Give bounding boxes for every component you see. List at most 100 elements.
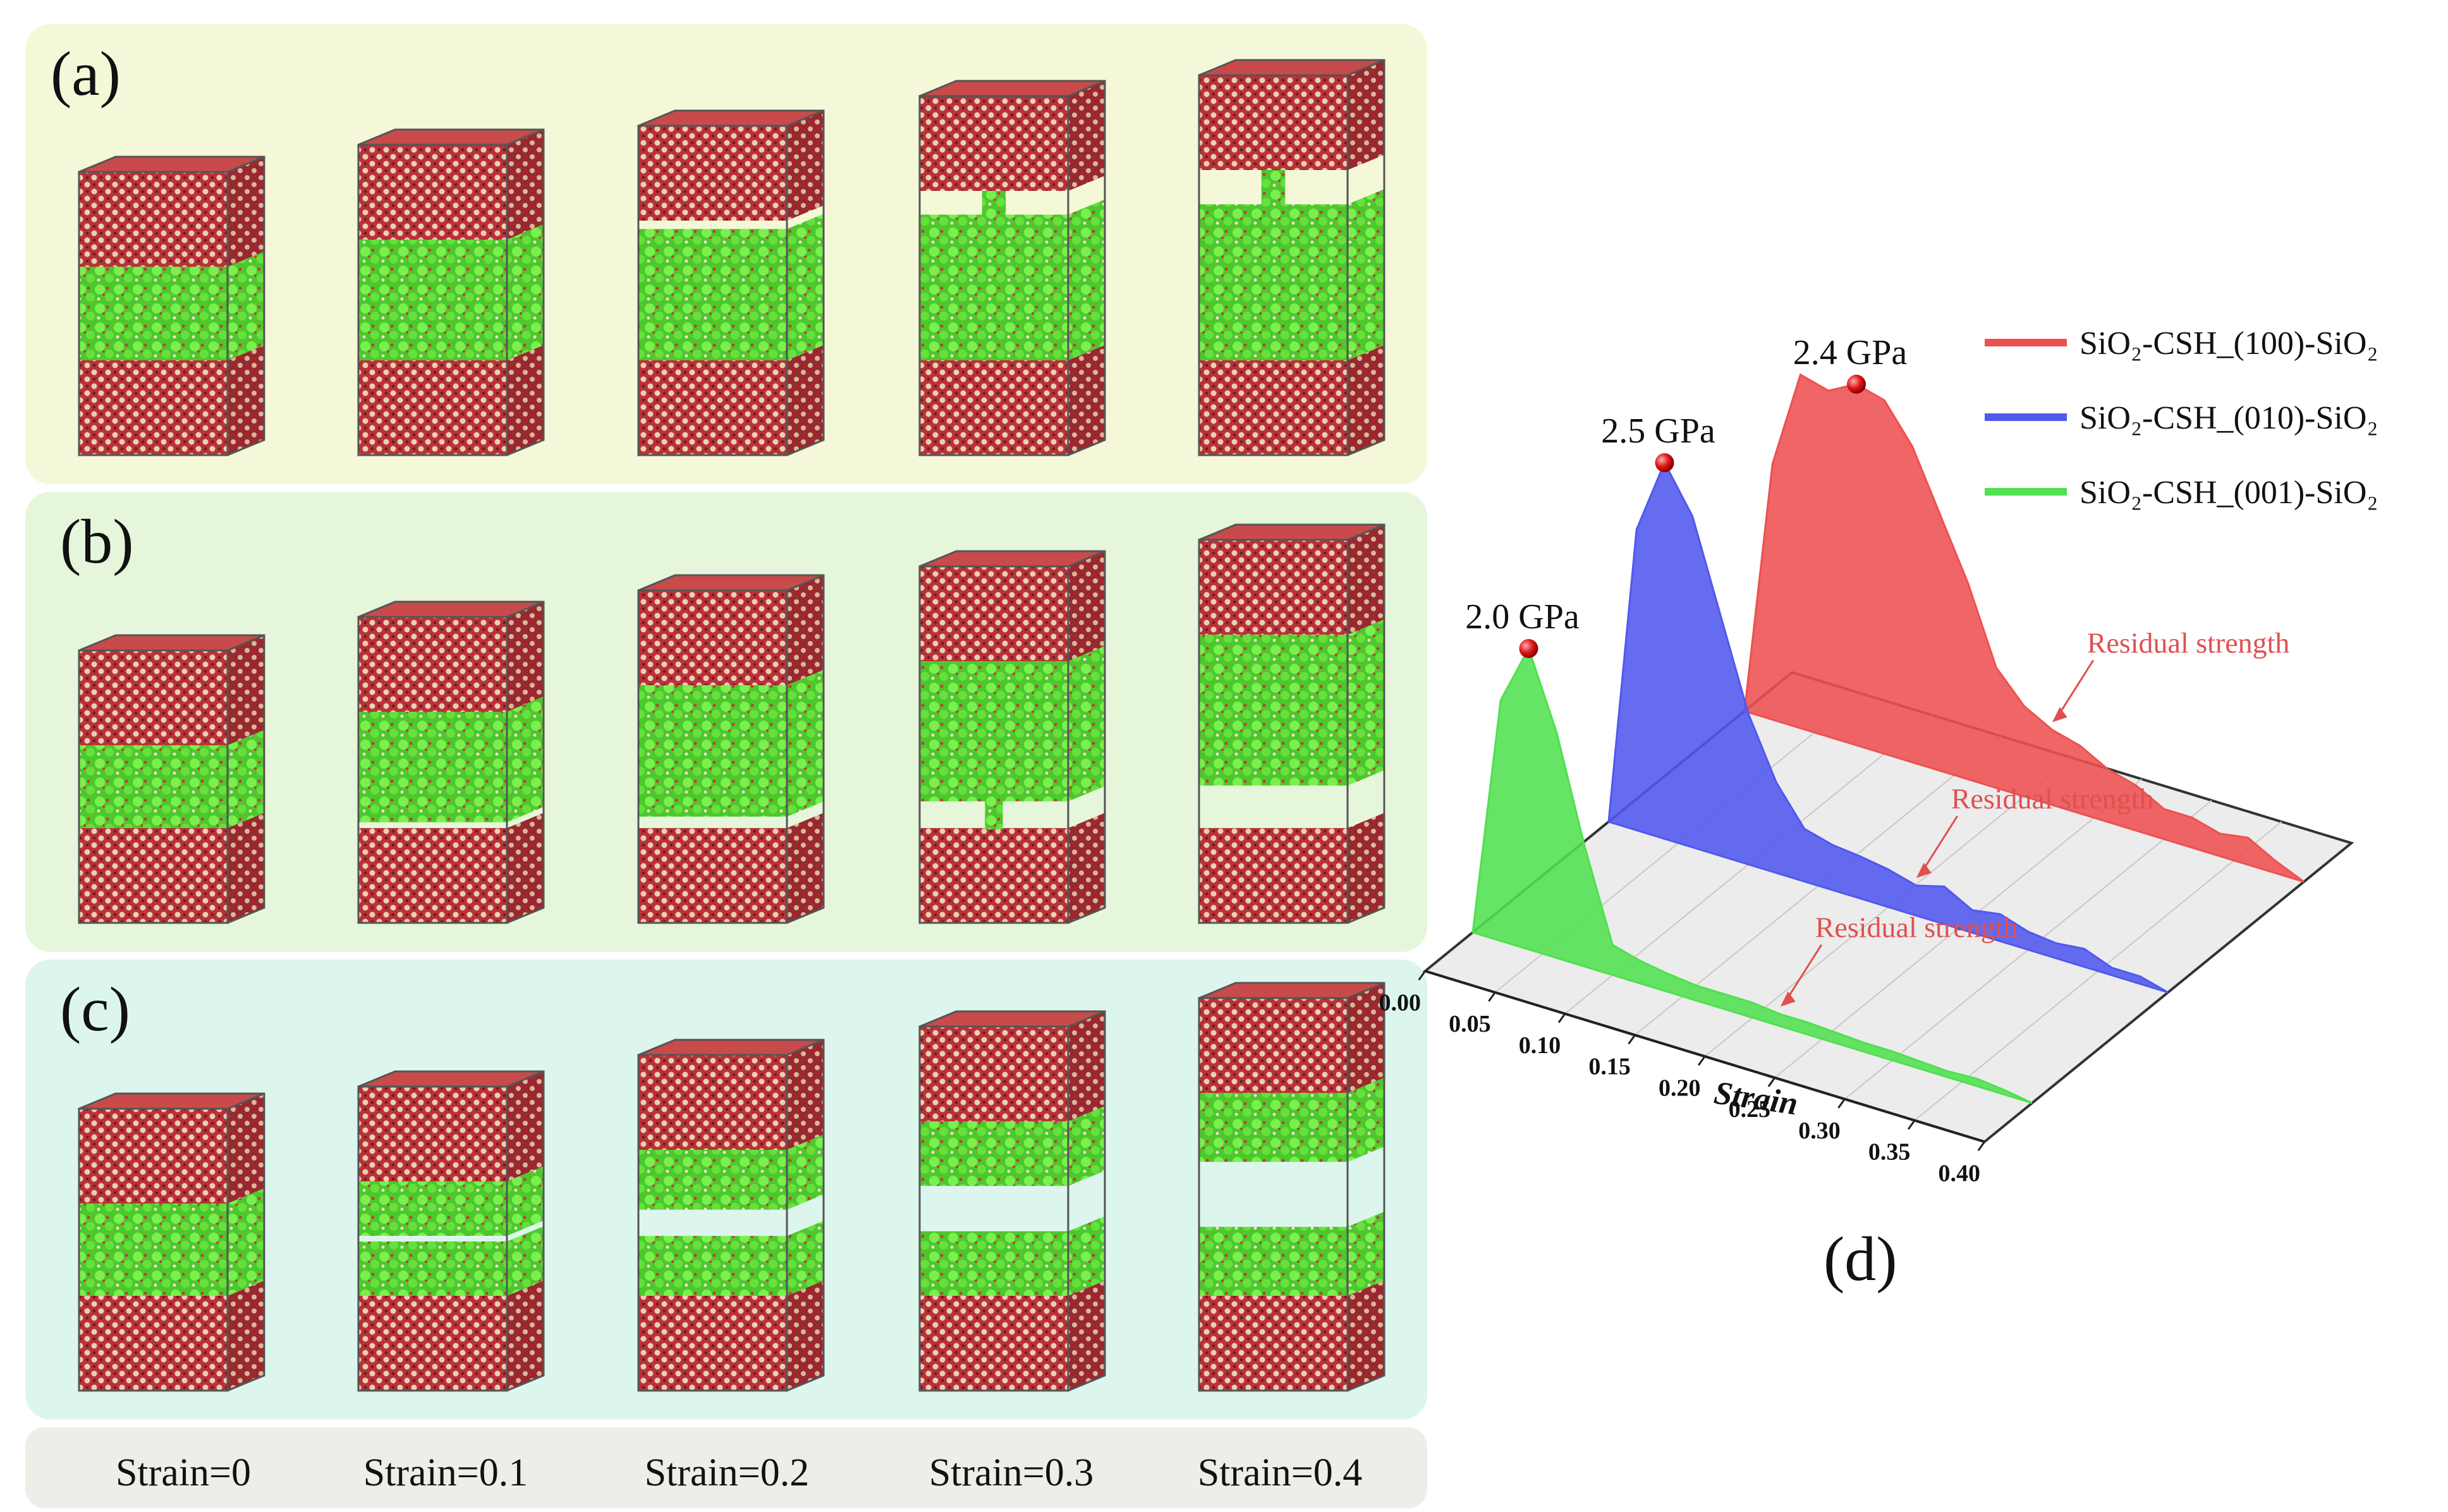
sio2-top-side [1068, 81, 1105, 191]
csh-layer-side [1068, 646, 1105, 802]
csh-layer-front [638, 685, 787, 817]
csh-layer-upper-side [1348, 1078, 1384, 1162]
sio2-top-front [638, 126, 787, 221]
series-area-1 [1607, 460, 2169, 994]
residual-arrow-1 [1920, 815, 1959, 874]
peak-label-2: 2.0 GPa [1465, 597, 1580, 637]
md-box-frame-edge [1347, 59, 1385, 76]
md-box-top-face [358, 602, 544, 617]
residual-label-1: Residual strength [1951, 783, 2154, 815]
sio2-top-side [787, 111, 824, 221]
sio2-top-side [1068, 1011, 1105, 1121]
sio2-bottom-front [358, 360, 507, 455]
x-tick [1767, 1077, 1776, 1087]
sio2-bottom-side [787, 1281, 824, 1391]
sio2-bottom-side [507, 1281, 544, 1391]
md-box-frame-edge [1347, 982, 1385, 999]
md-box-top-face [920, 1011, 1105, 1027]
x-tick-label: 0.40 [1939, 1160, 1981, 1186]
sio2-bottom-front [638, 360, 787, 455]
strain-label-3: Strain=0.3 [929, 1451, 1094, 1494]
sio2-bottom-side [228, 345, 264, 455]
csh-layer-lower-front [638, 1236, 787, 1296]
sio2-top-front [358, 1087, 507, 1181]
md-box-frame-back [919, 80, 1106, 456]
md-box-top-face [79, 157, 264, 172]
md-box-a-0 [78, 155, 265, 456]
csh-layer-side [1348, 189, 1384, 360]
x-tick [1907, 1119, 1916, 1130]
csh-layer-upper-front [1199, 1093, 1348, 1162]
csh-layer-front [79, 745, 228, 828]
md-box-c-4 [1198, 982, 1385, 1392]
panel-label-c: (c) [60, 974, 130, 1044]
x-tick-label: 0.30 [1798, 1118, 1841, 1144]
sio2-bottom-front [79, 1296, 228, 1391]
sio2-bottom-front [79, 360, 228, 455]
sio2-top-side [1068, 551, 1105, 661]
md-box-top-face [1199, 60, 1384, 75]
csh-layer-front [358, 240, 507, 360]
csh-layer-front [1199, 635, 1348, 786]
x-tick [1698, 1056, 1706, 1066]
md-box-a-1 [357, 128, 545, 456]
sio2-top-front [920, 566, 1068, 661]
csh-bridge [985, 800, 1003, 829]
csh-layer-lower-side [507, 1226, 544, 1296]
md-box-b-0 [78, 634, 265, 924]
peak-marker-2 [1519, 639, 1538, 658]
csh-layer-upper-front [638, 1150, 787, 1210]
md-box-a-4 [1198, 59, 1385, 456]
sio2-bottom-side [1348, 813, 1384, 923]
md-box-frame-edge [1068, 1010, 1105, 1028]
sio2-top-front [358, 617, 507, 712]
sio2-bottom-front [79, 828, 228, 923]
md-box-frame-edge [227, 1092, 265, 1110]
csh-layer-upper-front [920, 1121, 1068, 1186]
sio2-bottom-side [1068, 1281, 1105, 1391]
md-box-c-0 [78, 1092, 265, 1392]
x-tick [1837, 1098, 1846, 1109]
sio2-bottom-side [1068, 813, 1105, 923]
legend-label-0: SiO₂-CSH_(100)-SiO₂ [2080, 326, 2378, 362]
csh-bridge [1261, 170, 1286, 207]
md-box-top-face [358, 1071, 544, 1087]
md-box-frame-edge [506, 128, 544, 146]
md-box-frame-edge [1347, 523, 1385, 541]
md-box-frame-edge [227, 634, 265, 652]
strain-label-1: Strain=0.1 [363, 1451, 528, 1494]
sio2-bottom-front [638, 1296, 787, 1391]
md-box-top-face [638, 111, 824, 126]
csh-layer-side [507, 224, 544, 360]
md-box-top-face [1199, 983, 1384, 998]
sio2-bottom-side [507, 813, 544, 923]
csh-layer-upper-side [1068, 1106, 1105, 1186]
sio2-top-side [228, 1094, 264, 1204]
sio2-bottom-side [228, 813, 264, 923]
sio2-top-front [1199, 998, 1348, 1093]
x-tick-label: 0.05 [1449, 1011, 1491, 1037]
csh-layer-side [787, 214, 824, 360]
sio2-bottom-front [1199, 360, 1348, 455]
sio2-bottom-front [358, 1296, 507, 1391]
sio2-top-front [79, 1109, 228, 1204]
md-box-b-1 [357, 601, 545, 924]
sio2-bottom-front [1199, 828, 1348, 923]
csh-layer-lower-front [920, 1231, 1068, 1296]
csh-layer-front [79, 267, 228, 360]
x-tick-label: 0.15 [1588, 1054, 1631, 1080]
csh-layer-lower-side [1348, 1211, 1384, 1296]
chart-legend: SiO₂-CSH_(100)-SiO₂ SiO₂-CSH_(010)-SiO₂ Si… [1985, 326, 2378, 511]
csh-layer-front [920, 214, 1068, 360]
md-box-b-2 [637, 574, 825, 924]
md-box-c-3 [918, 1010, 1106, 1392]
peak-label-1: 2.5 GPa [1601, 412, 1715, 451]
panel-label-a: (a) [51, 39, 121, 109]
strain-label-0: Strain=0 [116, 1451, 251, 1494]
md-box-b-4 [1198, 523, 1385, 924]
md-box-frame-edge [786, 109, 824, 127]
sio2-bottom-side [507, 345, 544, 455]
residual-arrow-2 [1784, 944, 1823, 1003]
csh-layer-lower-side [1068, 1216, 1105, 1296]
